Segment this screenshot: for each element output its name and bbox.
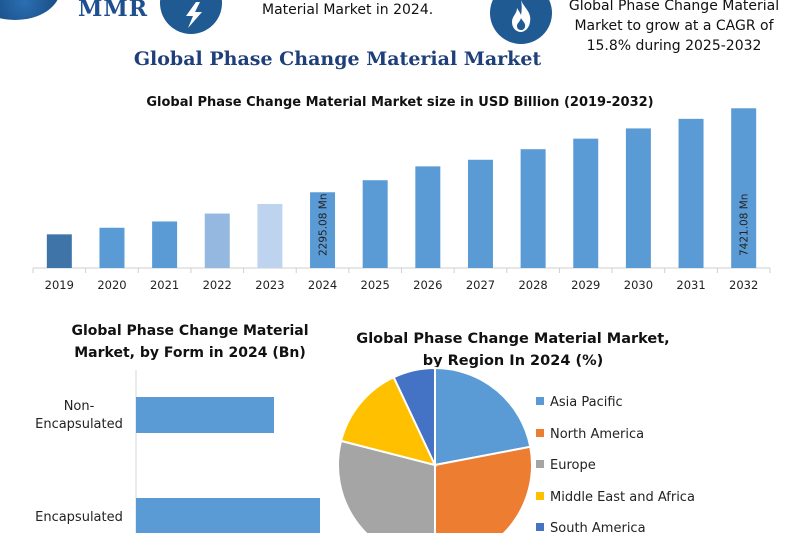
- x-tick-label: 2030: [624, 278, 653, 292]
- legend-swatch: [536, 397, 544, 405]
- flame-badge: [490, 0, 552, 44]
- lightning-badge: [160, 0, 222, 34]
- x-tick-label: 2032: [729, 278, 758, 292]
- bar-2024: [310, 192, 336, 268]
- lightning-bolt-icon: [186, 2, 202, 28]
- data-label-2032: 7421.08 Mn: [739, 194, 751, 256]
- bar-2021: [152, 221, 178, 268]
- pie-slice-south-america: [392, 366, 436, 466]
- legend-swatch: [536, 460, 544, 468]
- stat-text-cagr: Global Phase Change Material Market to g…: [564, 0, 784, 56]
- x-tick-label: 2020: [97, 278, 126, 292]
- x-tick-label: 2026: [413, 278, 442, 292]
- region-title-line: Global Phase Change Material Market,: [356, 331, 670, 347]
- bar-2028: [520, 149, 546, 268]
- bar-2032: [731, 108, 757, 268]
- bar-2026: [415, 166, 441, 268]
- x-tick-label: 2024: [308, 278, 337, 292]
- bar-2030: [625, 128, 651, 268]
- legend-swatch: [536, 491, 544, 500]
- legend-item: Europe: [536, 458, 695, 490]
- legend-item: South America: [536, 521, 695, 553]
- legend-swatch: [536, 523, 544, 531]
- data-label-2024: 2295.08 Mn: [318, 194, 330, 256]
- legend-label: South America: [550, 521, 646, 536]
- flame-icon: [512, 0, 531, 32]
- form-label-encapsulated: Encapsulated: [24, 509, 134, 527]
- stat-line: 15.8% during 2025-2032: [586, 38, 762, 54]
- bar-2020: [99, 227, 125, 268]
- bar-2025: [362, 180, 388, 268]
- legend-item: Middle East and Africa: [536, 490, 695, 522]
- region-title-line: by Region In 2024 (%): [422, 353, 604, 369]
- form-bar-chart: [135, 370, 320, 533]
- brand-logo-text: MMR: [78, 0, 148, 22]
- bar-2019: [46, 234, 72, 268]
- form-chart-title: Global Phase Change Material Market, by …: [40, 320, 340, 364]
- market-size-bar-chart: 2019 2020 2021 2022 2023 2024 2295.08 Mn 2025 20…: [32, 108, 771, 292]
- legend-swatch: [536, 428, 544, 437]
- legend-item: North America: [536, 427, 695, 459]
- bar-2023: [257, 203, 283, 268]
- form-label-line: Encapsulated: [35, 417, 123, 432]
- legend-label: Middle East and Africa: [550, 489, 695, 505]
- x-tick-label: 2028: [518, 278, 547, 292]
- x-tick-label: 2023: [255, 278, 284, 292]
- legend-label: Asia Pacific: [550, 395, 623, 410]
- pie-slice-middle-east-and-africa: [339, 375, 437, 467]
- bar-2027: [467, 159, 493, 268]
- legend-label: Europe: [550, 458, 596, 473]
- page-title: Global Phase Change Material Market: [133, 48, 542, 70]
- form-label-line: Encapsulated: [35, 510, 123, 525]
- x-tick-label: 2022: [203, 278, 232, 292]
- bar-2031: [678, 118, 704, 268]
- x-tick-label: 2021: [150, 278, 179, 292]
- bar-2029: [573, 138, 599, 268]
- legend-label: North America: [550, 426, 645, 442]
- legend-item: Asia Pacific: [536, 395, 695, 427]
- region-chart-title: Global Phase Change Material Market, by …: [338, 328, 688, 372]
- form-bar: [136, 498, 320, 533]
- pie-legend: Asia Pacific North America Europe Middle…: [536, 395, 695, 553]
- pie-slice-asia-pacific: [434, 366, 532, 467]
- stat-line: Market to grow at a CAGR of: [574, 18, 774, 34]
- pie-slice-europe: [337, 439, 436, 533]
- stat-line: Global Phase Change Material: [568, 0, 780, 14]
- stat-text-market-2024: Material Market in 2024.: [262, 2, 434, 18]
- x-tick-label: 2019: [45, 278, 74, 292]
- form-label-line: Non-: [63, 399, 95, 414]
- bar-chart-title: Global Phase Change Material Market size…: [146, 95, 654, 110]
- x-tick-label: 2029: [571, 278, 600, 292]
- form-title-line: Market, by Form in 2024 (Bn): [74, 345, 306, 361]
- bar-2022: [204, 213, 230, 268]
- form-title-line: Global Phase Change Material: [71, 323, 309, 339]
- form-bar: [136, 397, 274, 433]
- x-tick-label: 2027: [466, 278, 495, 292]
- form-label-non-encapsulated: Non- Encapsulated: [24, 398, 134, 434]
- x-tick-label: 2025: [361, 278, 390, 292]
- x-tick-label: 2031: [676, 278, 705, 292]
- region-pie-chart: [337, 366, 533, 533]
- pie-slice-north-america: [434, 445, 533, 533]
